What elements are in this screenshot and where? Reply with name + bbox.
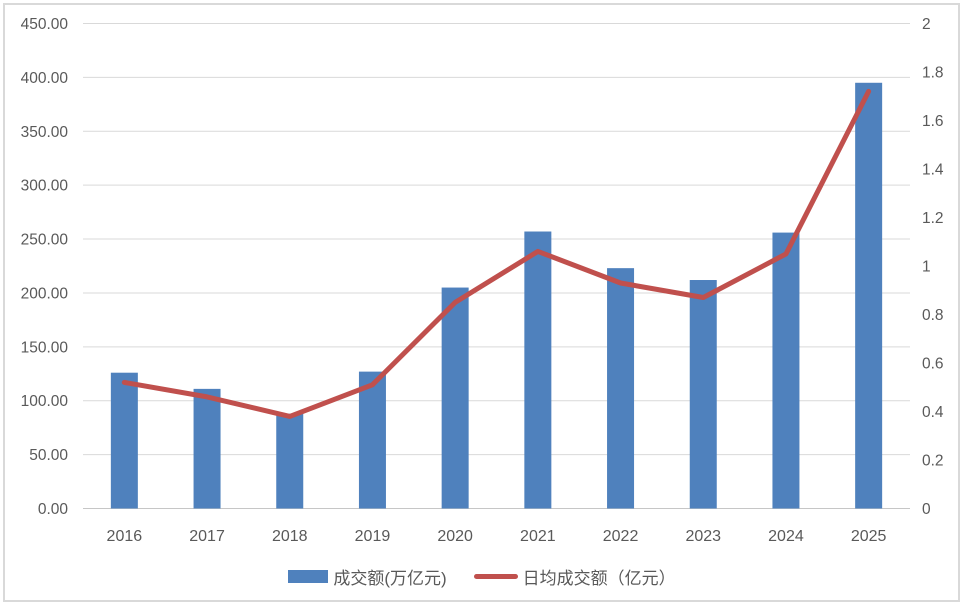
x-axis-label-2025: 2025	[851, 528, 887, 545]
legend-item-line-series: 日均成交额（亿元）	[473, 564, 676, 589]
left-axis-tick-label: 200.00	[21, 285, 69, 302]
bar-2017	[193, 388, 221, 509]
bar-2021	[524, 231, 552, 509]
legend: 成交额(万亿元) 日均成交额（亿元）	[0, 563, 964, 589]
line-series-label: 日均成交额（亿元）	[522, 568, 676, 588]
bar-series-swatch-icon	[288, 569, 329, 583]
right-axis-tick-label: 1.8	[922, 65, 944, 82]
bar-2025	[855, 82, 883, 509]
bar-2019	[358, 371, 386, 509]
bar-2018	[276, 413, 304, 509]
left-axis-tick-label: 100.00	[21, 393, 69, 410]
trend-line	[121, 88, 872, 419]
left-axis-tick-label: 150.00	[21, 339, 69, 356]
bar-2022	[607, 268, 635, 509]
left-axis-tick-label: 450.00	[21, 16, 69, 33]
right-axis-tick-label: 1.6	[922, 113, 944, 130]
left-axis-tick-label: 400.00	[21, 70, 69, 87]
x-axis-label-2016: 2016	[107, 528, 143, 545]
bar-2023	[689, 280, 717, 509]
x-axis-label-2019: 2019	[355, 528, 391, 545]
right-axis-tick-label: 0	[922, 501, 931, 518]
bar-series-label: 成交额(万亿元)	[333, 568, 447, 588]
right-axis-tick-label: 0.6	[922, 356, 944, 373]
left-axis-tick-label: 50.00	[29, 447, 68, 464]
x-axis-label-2018: 2018	[272, 528, 308, 545]
left-axis-tick-label: 0.00	[38, 501, 69, 518]
left-axis-tick-label: 350.00	[21, 124, 69, 141]
right-axis-tick-label: 2	[922, 16, 931, 33]
x-axis-label-2024: 2024	[768, 528, 804, 545]
x-axis-label-2021: 2021	[520, 528, 556, 545]
right-axis-tick-label: 1.2	[922, 210, 944, 227]
right-axis-tick-label: 0.4	[922, 404, 944, 421]
right-axis-tick-label: 0.8	[922, 307, 944, 324]
right-axis-tick-label: 0.2	[922, 453, 944, 470]
left-axis-tick-label: 250.00	[21, 232, 69, 249]
x-axis-label-2017: 2017	[189, 528, 225, 545]
left-axis-tick-label: 300.00	[21, 178, 69, 195]
right-axis-tick-label: 1.4	[922, 162, 944, 179]
right-axis-tick-label: 1	[922, 259, 931, 276]
bar-2024	[772, 232, 800, 509]
bar-2020	[441, 287, 469, 509]
chart-frame-border	[3, 3, 960, 602]
bar-2016	[110, 372, 138, 509]
x-axis-label-2022: 2022	[603, 528, 639, 545]
x-axis-label-2023: 2023	[685, 528, 721, 545]
line-series-swatch-icon	[473, 573, 518, 579]
x-axis-label-2020: 2020	[437, 528, 473, 545]
legend-item-bar-series: 成交额(万亿元)	[288, 564, 447, 589]
